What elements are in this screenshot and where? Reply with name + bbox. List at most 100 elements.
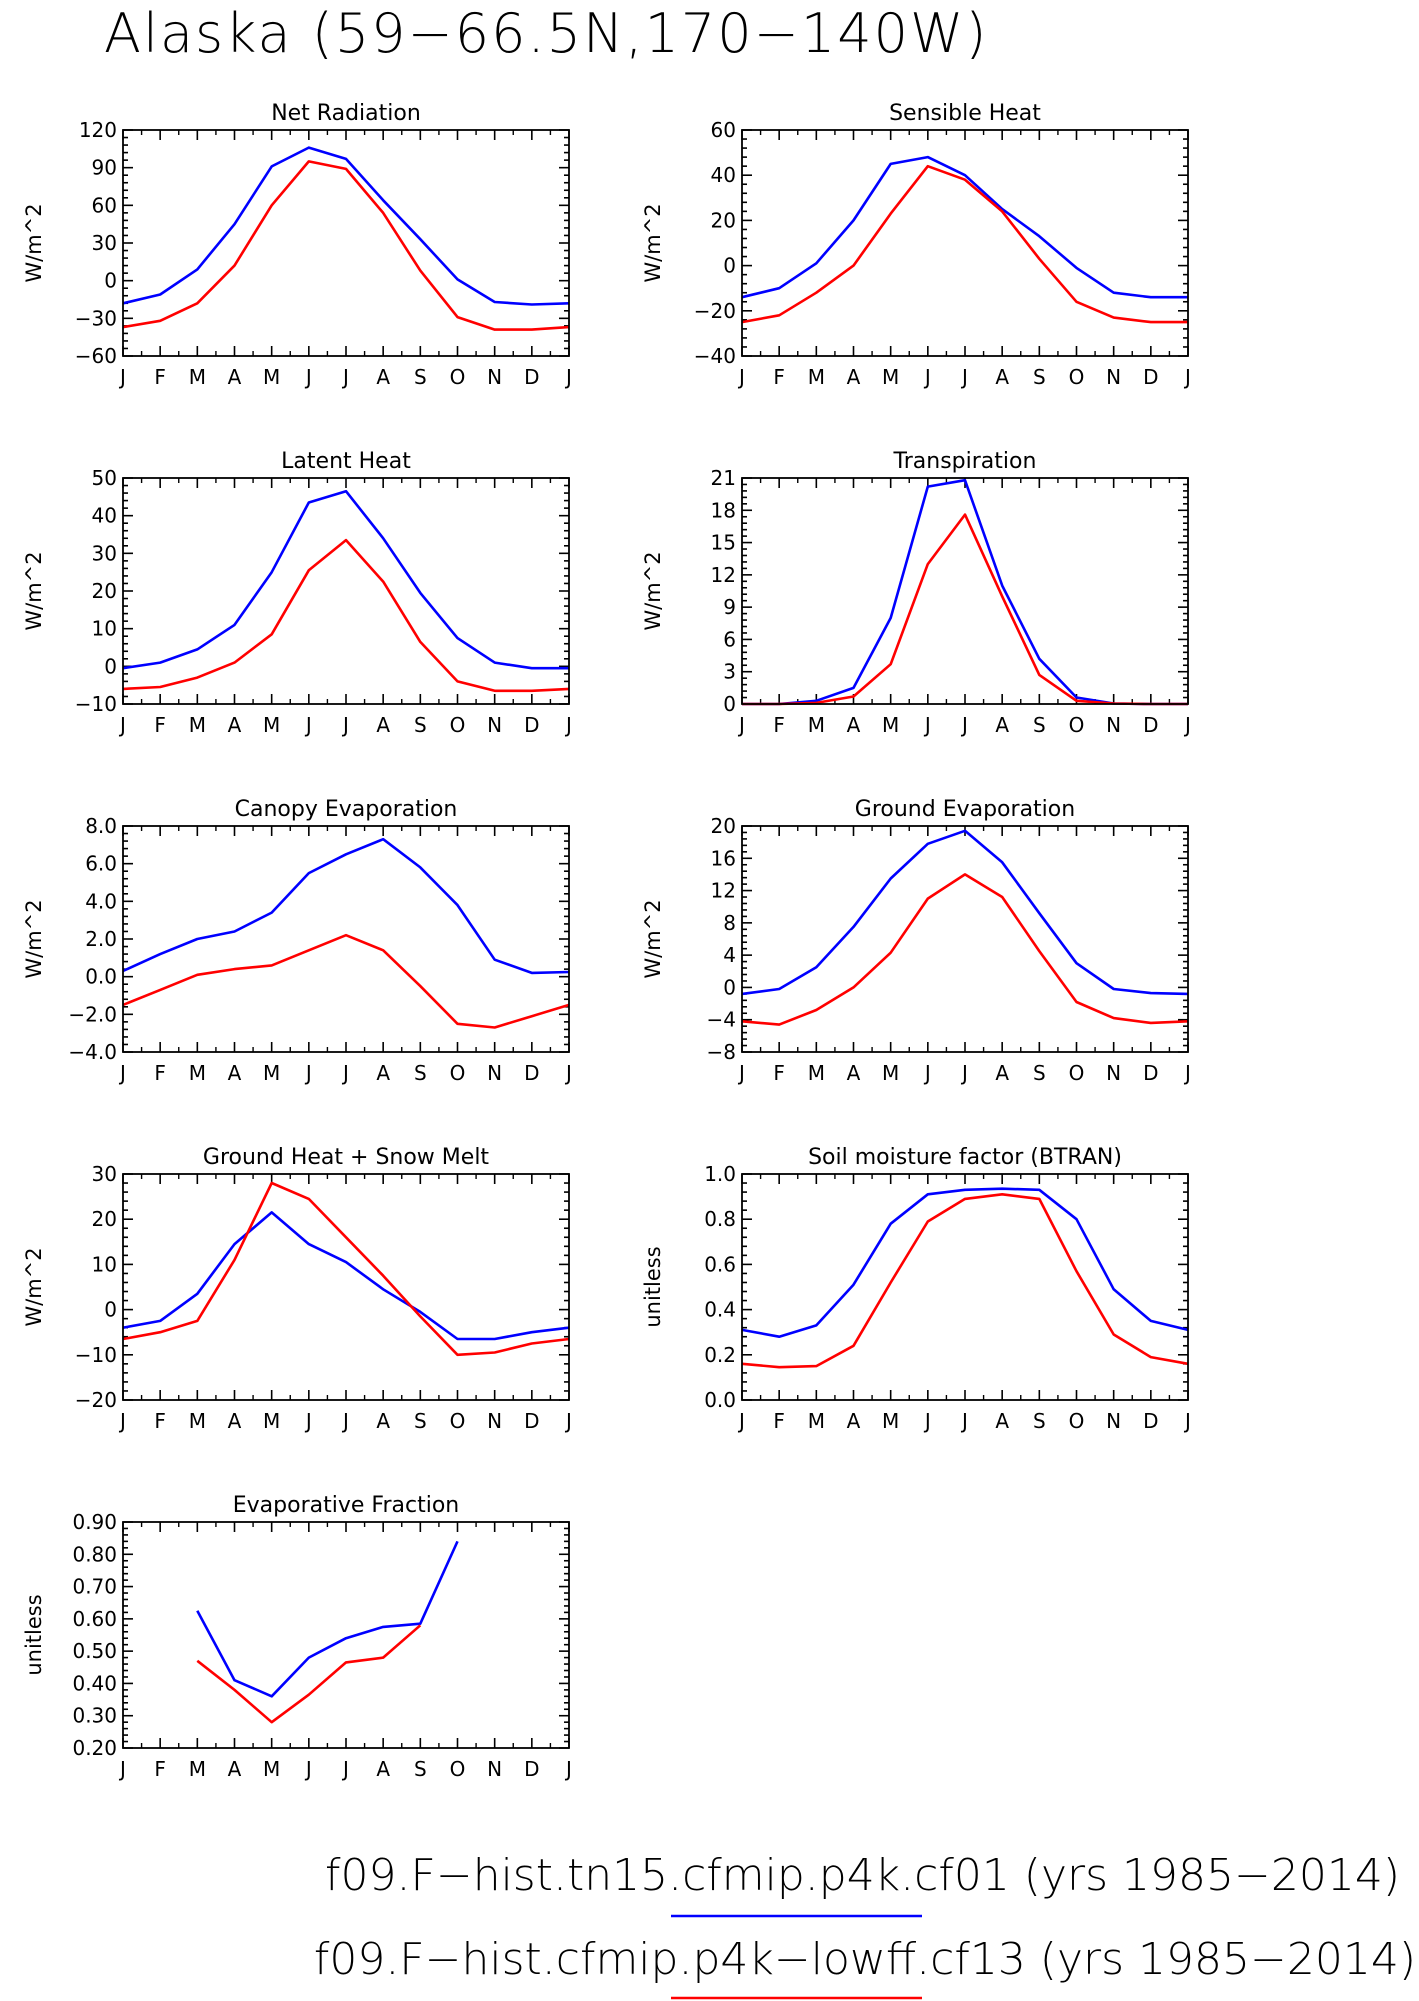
y-tick-label: 10	[92, 1252, 117, 1276]
x-tick-label: J	[564, 1409, 572, 1433]
x-tick-label: J	[304, 1757, 312, 1781]
x-tick-label: A	[376, 1061, 390, 1085]
x-tick-label: M	[263, 1409, 280, 1433]
series-line	[122, 538, 570, 693]
y-tick-label: 0	[723, 254, 736, 278]
x-tick-label: F	[154, 1757, 166, 1781]
series-line	[122, 1181, 570, 1357]
x-tick-label: M	[189, 1757, 206, 1781]
y-tick-label: 0.90	[72, 1510, 117, 1534]
y-tick-label: −40	[694, 344, 736, 368]
y-tick-label: 0	[104, 1298, 117, 1322]
x-tick-label: F	[154, 713, 166, 737]
y-tick-label: 30	[92, 541, 117, 565]
x-tick-label: A	[995, 713, 1009, 737]
y-tick-label: 6	[723, 627, 736, 651]
y-tick-label: 0	[104, 654, 117, 678]
y-tick-label: 30	[92, 1162, 117, 1186]
panel-title: Evaporative Fraction	[233, 1493, 459, 1518]
x-tick-label: S	[1033, 1061, 1046, 1085]
x-tick-label: J	[1183, 1409, 1191, 1433]
plot-frame	[122, 1173, 570, 1401]
y-tick-label: 30	[92, 231, 117, 255]
x-tick-label: F	[154, 365, 166, 389]
y-tick-label: −20	[694, 299, 736, 323]
x-tick-label: N	[1106, 365, 1121, 389]
x-tick-label: A	[376, 1409, 390, 1433]
x-tick-label: J	[341, 1061, 349, 1085]
series-line	[122, 146, 570, 306]
y-axis-label: W/m^2	[22, 899, 46, 978]
y-tick-label: 0	[723, 692, 736, 716]
y-tick-label: 0.2	[704, 1343, 736, 1367]
x-tick-label: F	[154, 1409, 166, 1433]
x-tick-label: F	[773, 713, 785, 737]
y-tick-label: 60	[711, 118, 736, 142]
x-tick-label: D	[524, 1757, 539, 1781]
series-line	[741, 1193, 1189, 1369]
y-tick-label: 0.80	[72, 1542, 117, 1566]
x-tick-label: J	[118, 1061, 126, 1085]
y-axis-label: W/m^2	[22, 203, 46, 282]
figure-title: Alaska (59−66.5N,170−140W)	[104, 2, 988, 65]
x-tick-label: M	[882, 1409, 899, 1433]
y-tick-label: 6.0	[85, 852, 117, 876]
x-tick-label: J	[960, 713, 968, 737]
x-tick-label: M	[189, 1061, 206, 1085]
y-axis-label: W/m^2	[641, 203, 665, 282]
plot-frame	[122, 825, 570, 1053]
x-tick-label: M	[808, 713, 825, 737]
x-tick-label: J	[118, 365, 126, 389]
y-tick-label: −4	[707, 1008, 736, 1032]
x-tick-label: J	[1183, 713, 1191, 737]
y-axis-label: W/m^2	[641, 899, 665, 978]
x-tick-label: A	[847, 1409, 861, 1433]
y-tick-label: 0.8	[704, 1207, 736, 1231]
x-tick-label: J	[1183, 1061, 1191, 1085]
y-axis-label: unitless	[641, 1246, 665, 1327]
x-tick-label: A	[376, 713, 390, 737]
y-tick-label: 4.0	[85, 889, 117, 913]
x-tick-label: J	[341, 1409, 349, 1433]
x-tick-label: J	[923, 365, 931, 389]
x-tick-label: N	[1106, 713, 1121, 737]
x-tick-label: S	[414, 1061, 427, 1085]
x-tick-label: A	[228, 1409, 242, 1433]
y-tick-label: 3	[723, 660, 736, 684]
y-tick-label: 0.60	[72, 1607, 117, 1631]
x-tick-label: J	[118, 1757, 126, 1781]
x-tick-label: A	[847, 1061, 861, 1085]
x-tick-label: S	[414, 365, 427, 389]
y-tick-label: 0.0	[85, 965, 117, 989]
y-tick-label: 0.20	[72, 1736, 117, 1760]
x-tick-label: M	[189, 713, 206, 737]
x-tick-label: O	[450, 713, 466, 737]
x-tick-label: J	[564, 1757, 572, 1781]
x-tick-label: D	[524, 1061, 539, 1085]
x-tick-label: J	[341, 365, 349, 389]
plot-frame	[741, 825, 1189, 1053]
x-tick-label: D	[524, 365, 539, 389]
x-tick-label: N	[487, 1757, 502, 1781]
x-tick-label: D	[1143, 1061, 1158, 1085]
x-tick-label: N	[1106, 1061, 1121, 1085]
x-tick-label: J	[304, 1061, 312, 1085]
y-tick-label: 1.0	[704, 1162, 736, 1186]
y-axis-label: unitless	[22, 1594, 46, 1675]
x-tick-label: O	[450, 1409, 466, 1433]
panel-title: Transpiration	[893, 449, 1037, 474]
x-tick-label: J	[341, 713, 349, 737]
x-tick-label: M	[263, 365, 280, 389]
x-tick-label: M	[808, 1061, 825, 1085]
x-tick-label: J	[118, 713, 126, 737]
x-tick-label: M	[882, 365, 899, 389]
x-tick-label: M	[263, 1757, 280, 1781]
x-tick-label: O	[1069, 1409, 1085, 1433]
series-line	[122, 1211, 570, 1341]
y-tick-label: 40	[92, 504, 117, 528]
y-tick-label: 0.6	[704, 1252, 736, 1276]
